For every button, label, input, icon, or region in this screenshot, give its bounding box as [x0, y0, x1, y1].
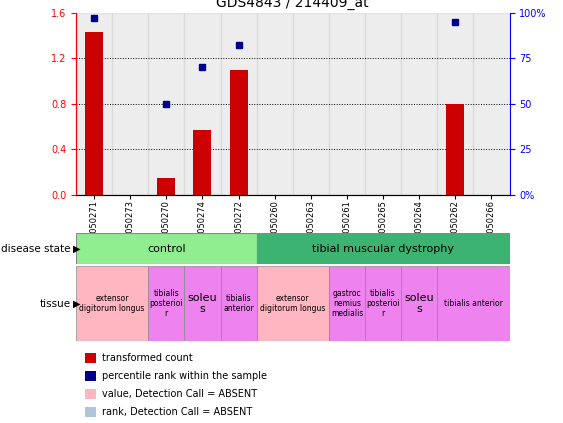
Text: tibialis anterior: tibialis anterior	[444, 299, 503, 308]
Bar	[365, 266, 401, 341]
Text: extensor
digitorum longus: extensor digitorum longus	[260, 294, 325, 313]
Text: tibialis
posterioi
r: tibialis posterioi r	[367, 288, 400, 319]
Bar	[230, 69, 248, 195]
Bar	[221, 13, 257, 195]
Bar	[84, 371, 96, 381]
Bar	[329, 13, 365, 195]
Text: ▶: ▶	[73, 299, 81, 308]
Text: gastroc
nemius
medialis: gastroc nemius medialis	[330, 288, 363, 319]
Text: extensor
digitorum longus: extensor digitorum longus	[79, 294, 145, 313]
Text: rank, Detection Call = ABSENT: rank, Detection Call = ABSENT	[102, 407, 252, 417]
Bar	[84, 407, 96, 417]
Text: tissue: tissue	[39, 299, 70, 308]
Bar	[76, 266, 148, 341]
Text: ▶: ▶	[73, 244, 81, 253]
Text: soleu
s: soleu s	[187, 293, 217, 314]
Text: soleu
s: soleu s	[404, 293, 434, 314]
Bar	[76, 13, 112, 195]
Bar	[148, 266, 185, 341]
Text: tibialis
posterioi
r: tibialis posterioi r	[150, 288, 183, 319]
Text: percentile rank within the sample: percentile rank within the sample	[102, 371, 267, 381]
Text: value, Detection Call = ABSENT: value, Detection Call = ABSENT	[102, 389, 257, 398]
Bar	[185, 266, 221, 341]
Bar	[194, 130, 212, 195]
Bar	[401, 13, 437, 195]
Bar	[221, 266, 257, 341]
Bar	[473, 13, 510, 195]
Title: GDS4843 / 214409_at: GDS4843 / 214409_at	[216, 0, 369, 10]
Bar	[437, 266, 510, 341]
Bar	[84, 353, 96, 363]
Bar	[257, 233, 510, 264]
Bar	[437, 13, 473, 195]
Text: tibialis
anterior: tibialis anterior	[223, 294, 254, 313]
Bar	[185, 13, 221, 195]
Bar	[157, 178, 175, 195]
Text: tibial muscular dystrophy: tibial muscular dystrophy	[312, 244, 454, 253]
Bar	[76, 233, 257, 264]
Bar	[446, 104, 464, 195]
Bar	[293, 13, 329, 195]
Text: transformed count: transformed count	[102, 353, 193, 363]
Bar	[148, 13, 185, 195]
Bar	[365, 13, 401, 195]
Bar	[329, 266, 365, 341]
Bar	[84, 389, 96, 398]
Bar	[257, 266, 329, 341]
Bar	[112, 13, 148, 195]
Text: disease state: disease state	[1, 244, 70, 253]
Bar	[85, 32, 103, 195]
Bar	[257, 13, 293, 195]
Bar	[401, 266, 437, 341]
Text: control: control	[147, 244, 186, 253]
